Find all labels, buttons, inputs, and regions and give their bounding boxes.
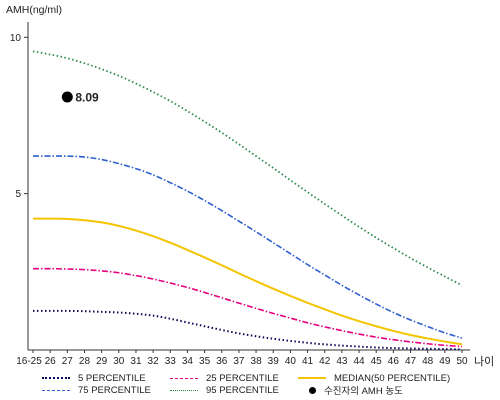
y-axis-label: AMH(ng/ml) — [6, 4, 62, 16]
legend-label-75-percentile: 75 PERCENTILE — [78, 384, 151, 396]
x-tick-label: 47 — [405, 356, 417, 367]
x-tick-label: 43 — [336, 356, 348, 367]
x-tick-label: 34 — [182, 356, 194, 367]
series-line-95-percentile — [32, 50, 463, 287]
x-tick-label: 45 — [371, 356, 383, 367]
x-tick-label: 38 — [251, 356, 263, 367]
x-tick-label: 50 — [456, 356, 468, 367]
annotation-points: 8.09 — [61, 91, 99, 105]
x-tick-label: 49 — [439, 356, 451, 367]
legend-label-patient-amh: 수진자의 AMH 농도 — [324, 386, 403, 397]
x-tick-label: 28 — [79, 356, 91, 367]
x-tick-label: 40 — [285, 356, 297, 367]
x-tick-label: 44 — [353, 356, 365, 367]
x-tick-label: 41 — [302, 356, 314, 367]
x-tick-label: 39 — [268, 356, 280, 367]
legend-item-25-percentile: 25 PERCENTILE — [170, 372, 279, 384]
x-tick-label: 29 — [96, 356, 108, 367]
legend-dot-icon — [309, 386, 316, 394]
legend-item-95-percentile: 95 PERCENTILE — [170, 384, 279, 396]
x-tick-label: 37 — [233, 356, 245, 367]
legend-label-95-percentile: 95 PERCENTILE — [206, 384, 279, 396]
series-line-75-percentile — [32, 155, 463, 339]
patient-amh-value-label: 8.09 — [75, 91, 99, 105]
series-line-25-percentile — [32, 267, 463, 348]
x-tick-label: 26 — [45, 356, 57, 367]
y-tick-label: 5 — [15, 189, 21, 200]
legend: 5 PERCENTILE 75 PERCENTILE 25 PERCENTILE… — [0, 370, 500, 400]
y-tick-label: 10 — [10, 33, 22, 44]
series-line-median-50-percentile — [32, 217, 463, 346]
x-tick-label: 32 — [148, 356, 160, 367]
legend-item-patient-amh: 수진자의 AMH 농도 — [309, 384, 403, 397]
x-tick-label: 36 — [216, 356, 228, 367]
legend-item-75-percentile: 75 PERCENTILE — [42, 384, 151, 396]
amh-percentile-chart: AMH(ng/ml) 5 10 16-25 26 27 28 29 30 31 32 33 34 35 36… — [6, 4, 494, 368]
x-tick-label: 27 — [62, 356, 74, 367]
legend-swatch-95-percentile — [170, 389, 198, 391]
legend-swatch-5-percentile — [42, 377, 70, 379]
legend-item-5-percentile: 5 PERCENTILE — [42, 372, 146, 384]
legend-label-5-percentile: 5 PERCENTILE — [78, 372, 146, 384]
axes: AMH(ng/ml) 5 10 16-25 26 27 28 29 30 31 32 33 34 35 36… — [6, 4, 494, 368]
x-axis-label: 나이 — [474, 355, 494, 368]
patient-amh-point — [61, 91, 73, 103]
series-line-5-percentile — [32, 309, 463, 351]
x-tick-label: 42 — [319, 356, 331, 367]
legend-item-median: MEDIAN(50 PERCENTILE) — [298, 372, 450, 384]
x-tick-label: 48 — [422, 356, 434, 367]
x-tick-label: 30 — [113, 356, 125, 367]
legend-swatch-75-percentile — [42, 389, 70, 391]
x-tick-label: 46 — [388, 356, 400, 367]
x-tick-label: 31 — [130, 356, 142, 367]
legend-label-25-percentile: 25 PERCENTILE — [206, 372, 279, 384]
legend-swatch-25-percentile — [170, 377, 198, 379]
x-tick-label: 35 — [199, 356, 211, 367]
x-tick-label: 33 — [165, 356, 177, 367]
legend-label-median: MEDIAN(50 PERCENTILE) — [334, 372, 451, 384]
x-tick-label: 16-25 — [16, 356, 42, 367]
legend-swatch-median — [298, 377, 326, 379]
series-lines — [32, 50, 463, 351]
